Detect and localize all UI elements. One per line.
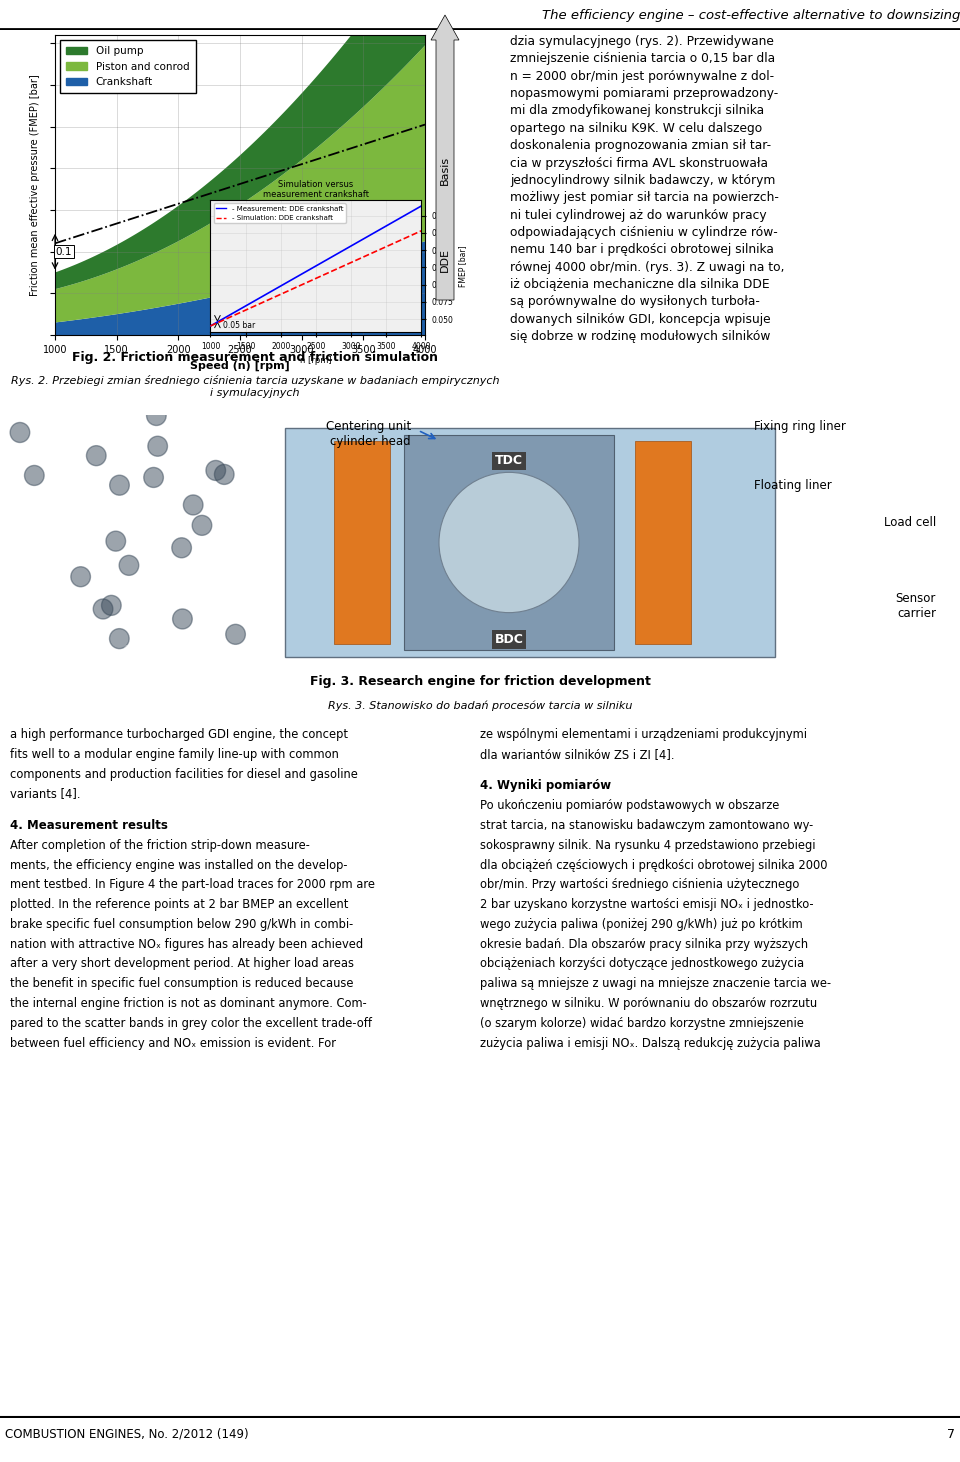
Text: odpowiadających ciśnieniu w cylindrze rów-: odpowiadających ciśnieniu w cylindrze ró…	[510, 227, 778, 238]
Circle shape	[146, 496, 166, 516]
Ellipse shape	[439, 472, 579, 613]
Text: Sensor
carrier: Sensor carrier	[896, 592, 936, 620]
X-axis label: Speed (n) [rpm]: Speed (n) [rpm]	[190, 360, 290, 370]
Circle shape	[4, 646, 24, 667]
Text: pared to the scatter bands in grey color the excellent trade-off: pared to the scatter bands in grey color…	[10, 1016, 372, 1029]
Circle shape	[79, 456, 99, 475]
Text: 7: 7	[947, 1427, 955, 1440]
Text: BDC: BDC	[494, 633, 523, 646]
Text: ment testbed. In Figure 4 the part-load traces for 2000 rpm are: ment testbed. In Figure 4 the part-load …	[10, 879, 375, 892]
Text: ments, the efficiency engine was installed on the develop-: ments, the efficiency engine was install…	[10, 858, 348, 871]
Circle shape	[0, 424, 18, 444]
Circle shape	[148, 433, 167, 453]
Text: between fuel efficiency and NOₓ emission is evident. For: between fuel efficiency and NOₓ emission…	[10, 1037, 336, 1050]
Text: ©: ©	[124, 646, 132, 655]
Legend: Oil pump, Piston and conrod, Crankshaft: Oil pump, Piston and conrod, Crankshaft	[60, 41, 196, 94]
Text: The efficiency engine – cost-effective alternative to downsizing: The efficiency engine – cost-effective a…	[541, 9, 960, 22]
Text: Po ukończeniu pomiarów podstawowych w obszarze: Po ukończeniu pomiarów podstawowych w ob…	[480, 800, 780, 813]
Text: 4. Wyniki pomiarów: 4. Wyniki pomiarów	[480, 779, 612, 792]
Text: zmniejszenie ciśnienia tarcia o 0,15 bar dla: zmniejszenie ciśnienia tarcia o 0,15 bar…	[510, 53, 775, 66]
Circle shape	[36, 480, 56, 500]
Text: nation with attractive NOₓ figures has already been achieved: nation with attractive NOₓ figures has a…	[10, 937, 363, 950]
Text: Fixing ring liner: Fixing ring liner	[754, 420, 846, 433]
Text: się dobrze w rodzinę modułowych silników: się dobrze w rodzinę modułowych silników	[510, 330, 770, 344]
Text: (o szarym kolorze) widać bardzo korzystne zmniejszenie: (o szarym kolorze) widać bardzo korzystn…	[480, 1016, 804, 1029]
Text: fits well to a modular engine family line-up with common: fits well to a modular engine family lin…	[10, 747, 339, 760]
Text: możliwy jest pomiar sił tarcia na powierzch-: możliwy jest pomiar sił tarcia na powier…	[510, 192, 779, 205]
Text: iż obciążenia mechaniczne dla silnika DDE: iż obciążenia mechaniczne dla silnika DD…	[510, 278, 770, 291]
Text: równej 4000 obr/min. (rys. 3). Z uwagi na to,: równej 4000 obr/min. (rys. 3). Z uwagi n…	[510, 260, 784, 273]
Y-axis label: Friction mean effective pressure (FMEP) [bar]: Friction mean effective pressure (FMEP) …	[30, 75, 39, 295]
Text: DDE: DDE	[440, 249, 450, 272]
Text: the benefit in specific fuel consumption is reduced because: the benefit in specific fuel consumption…	[10, 977, 353, 990]
Text: 4. Measurement results: 4. Measurement results	[10, 819, 168, 832]
Text: 0.1: 0.1	[56, 247, 72, 257]
Text: the internal engine friction is not as dominant anymore. Com-: the internal engine friction is not as d…	[10, 997, 367, 1010]
Text: wego zużycia paliwa (poniżej 290 g/kWh) już po krótkim: wego zużycia paliwa (poniżej 290 g/kWh) …	[480, 918, 803, 931]
Text: obr/min. Przy wartości średniego ciśnienia użytecznego: obr/min. Przy wartości średniego ciśnien…	[480, 879, 800, 892]
Text: są porównywalne do wysiłonych turboła-: są porównywalne do wysiłonych turboła-	[510, 295, 760, 308]
Text: n = 2000 obr/min jest porównywalne z dol-: n = 2000 obr/min jest porównywalne z dol…	[510, 70, 774, 83]
Text: wnętrznego w silniku. W porównaniu do obszarów rozrzutu: wnętrznego w silniku. W porównaniu do ob…	[480, 997, 817, 1010]
Text: sokosprawny silnik. Na rysunku 4 przedstawiono przebiegi: sokosprawny silnik. Na rysunku 4 przedst…	[480, 839, 815, 852]
Text: strat tarcia, na stanowisku badawczym zamontowano wy-: strat tarcia, na stanowisku badawczym za…	[480, 819, 813, 832]
Text: nemu 140 bar i prędkości obrotowej silnika: nemu 140 bar i prędkości obrotowej silni…	[510, 243, 774, 256]
Text: dzia symulacyjnego (rys. 2). Przewidywane: dzia symulacyjnego (rys. 2). Przewidywan…	[510, 35, 774, 48]
Text: Load cell: Load cell	[884, 516, 936, 529]
Circle shape	[213, 566, 232, 586]
Circle shape	[57, 509, 76, 528]
Circle shape	[47, 610, 66, 629]
Text: Rys. 3. Stanowisko do badań procesów tarcia w silniku: Rys. 3. Stanowisko do badań procesów tar…	[327, 700, 633, 712]
Text: opartego na silniku K9K. W celu dalszego: opartego na silniku K9K. W celu dalszego	[510, 121, 762, 135]
Circle shape	[119, 592, 139, 613]
Bar	[404, 436, 614, 649]
Text: nopasmowymi pomiarami przeprowadzony-: nopasmowymi pomiarami przeprowadzony-	[510, 88, 779, 99]
Text: dowanych silników GDI, koncepcja wpisuje: dowanych silników GDI, koncepcja wpisuje	[510, 313, 771, 326]
Circle shape	[26, 607, 45, 627]
Text: doskonalenia prognozowania zmian sił tar-: doskonalenia prognozowania zmian sił tar…	[510, 139, 771, 152]
Text: 2 bar uzyskano korzystne wartości emisji NOₓ i jednostko-: 2 bar uzyskano korzystne wartości emisji…	[480, 898, 814, 911]
Text: after a very short development period. At higher load areas: after a very short development period. A…	[10, 958, 354, 971]
Text: Fig. 2. Friction measurement and friction simulation: Fig. 2. Friction measurement and frictio…	[72, 351, 438, 364]
Text: TDC: TDC	[495, 455, 523, 468]
Circle shape	[220, 585, 240, 604]
Text: dla wariantów silników ZS i ZI [4].: dla wariantów silników ZS i ZI [4].	[480, 747, 675, 760]
Bar	[285, 428, 775, 658]
Text: a high performance turbocharged GDI engine, the concept: a high performance turbocharged GDI engi…	[10, 728, 348, 741]
Text: Basis: Basis	[440, 155, 450, 184]
Circle shape	[0, 588, 16, 607]
Text: plotted. In the reference points at 2 bar BMEP an excellent: plotted. In the reference points at 2 ba…	[10, 898, 348, 911]
Text: components and production facilities for diesel and gasoline: components and production facilities for…	[10, 768, 358, 781]
Circle shape	[184, 566, 204, 586]
Text: zużycia paliwa i emisji NOₓ. Dalszą redukcję zużycia paliwa: zużycia paliwa i emisji NOₓ. Dalszą redu…	[480, 1037, 821, 1050]
Text: dla obciążeń częściowych i prędkości obrotowej silnika 2000: dla obciążeń częściowych i prędkości obr…	[480, 858, 828, 871]
Circle shape	[21, 519, 40, 539]
Text: ze wspólnymi elementami i urządzeniami produkcyjnymi: ze wspólnymi elementami i urządzeniami p…	[480, 728, 807, 741]
Circle shape	[160, 594, 180, 613]
Circle shape	[65, 573, 85, 592]
Text: Floating liner: Floating liner	[754, 478, 831, 491]
Text: obciążeniach korzyści dotyczące jednostkowego zużycia: obciążeniach korzyści dotyczące jednostk…	[480, 958, 804, 971]
Text: jednocylindrowy silnik badawczy, w którym: jednocylindrowy silnik badawczy, w który…	[510, 174, 776, 187]
Text: ni tulei cylindrowej aż do warunków pracy: ni tulei cylindrowej aż do warunków prac…	[510, 209, 767, 222]
Text: Centering unit
cylinder head: Centering unit cylinder head	[325, 420, 411, 447]
Text: okresie badań. Dla obszarów pracy silnika przy wyższych: okresie badań. Dla obszarów pracy silnik…	[480, 937, 808, 950]
Circle shape	[147, 469, 167, 490]
Text: brake specific fuel consumption below 290 g/kWh in combi-: brake specific fuel consumption below 29…	[10, 918, 353, 931]
Text: cia w przyszłości firma AVL skonstruowała: cia w przyszłości firma AVL skonstruował…	[510, 156, 768, 170]
Text: After completion of the friction strip-down measure-: After completion of the friction strip-d…	[10, 839, 310, 852]
Text: Rys. 2. Przebiegi zmian średniego ciśnienia tarcia uzyskane w badaniach empirycz: Rys. 2. Przebiegi zmian średniego ciśnie…	[11, 376, 499, 398]
Circle shape	[202, 534, 221, 554]
Text: mi dla zmodyfikowanej konstrukcji silnika: mi dla zmodyfikowanej konstrukcji silnik…	[510, 104, 764, 117]
Text: variants [4].: variants [4].	[10, 788, 81, 800]
Bar	[334, 440, 390, 645]
Bar	[635, 440, 691, 645]
Text: COMBUSTION ENGINES, No. 2/2012 (149): COMBUSTION ENGINES, No. 2/2012 (149)	[5, 1427, 249, 1440]
Text: Fig. 3. Research engine for friction development: Fig. 3. Research engine for friction dev…	[309, 675, 651, 689]
Circle shape	[190, 544, 210, 564]
Text: paliwa są mniejsze z uwagi na mniejsze znaczenie tarcia we-: paliwa są mniejsze z uwagi na mniejsze z…	[480, 977, 831, 990]
